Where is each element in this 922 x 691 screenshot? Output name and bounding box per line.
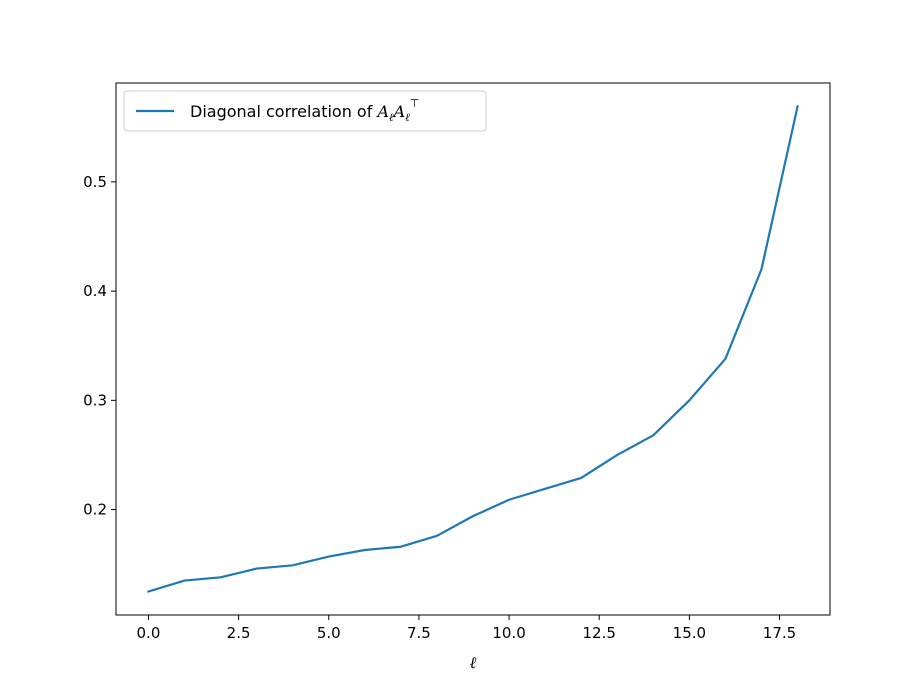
- legend-math-sub1: ℓ: [389, 111, 394, 124]
- legend-entry-label: Diagonal correlation of AℓAℓ⊤: [190, 97, 419, 124]
- legend-math-sup: ⊤: [410, 97, 420, 110]
- y-tick-label: 0.2: [83, 501, 107, 519]
- y-tick-label: 0.3: [83, 391, 107, 409]
- legend-math-A2: A: [392, 102, 406, 121]
- legend-box: [123, 90, 487, 132]
- series-line: [147, 105, 799, 593]
- x-tick-label: 12.5: [583, 624, 616, 642]
- x-axis-label: ℓ: [470, 653, 477, 672]
- legend-label-prefix: Diagonal correlation of: [190, 102, 377, 121]
- x-axis-ticks: 0.0 2.5 5.0 7.5 10.0 12.5 15.0 17.5: [137, 615, 796, 642]
- y-tick-label: 0.5: [83, 173, 107, 191]
- x-tick-label: 0.0: [137, 624, 161, 642]
- legend: Diagonal correlation of AℓAℓ⊤: [123, 90, 487, 132]
- legend-math-sub2: ℓ: [405, 111, 410, 124]
- data-layer: [147, 105, 799, 593]
- y-axis-ticks: 0.2 0.3 0.4 0.5: [83, 173, 116, 519]
- x-tick-label: 15.0: [673, 624, 706, 642]
- axes-frame: [115, 82, 831, 616]
- plot-area: [116, 83, 830, 615]
- x-tick-label: 7.5: [407, 624, 431, 642]
- x-tick-label: 2.5: [227, 624, 251, 642]
- x-tick-label: 5.0: [317, 624, 341, 642]
- y-tick-label: 0.4: [83, 282, 107, 300]
- x-tick-label: 10.0: [492, 624, 525, 642]
- x-tick-label: 17.5: [763, 624, 796, 642]
- legend-math-A1: A: [375, 102, 389, 121]
